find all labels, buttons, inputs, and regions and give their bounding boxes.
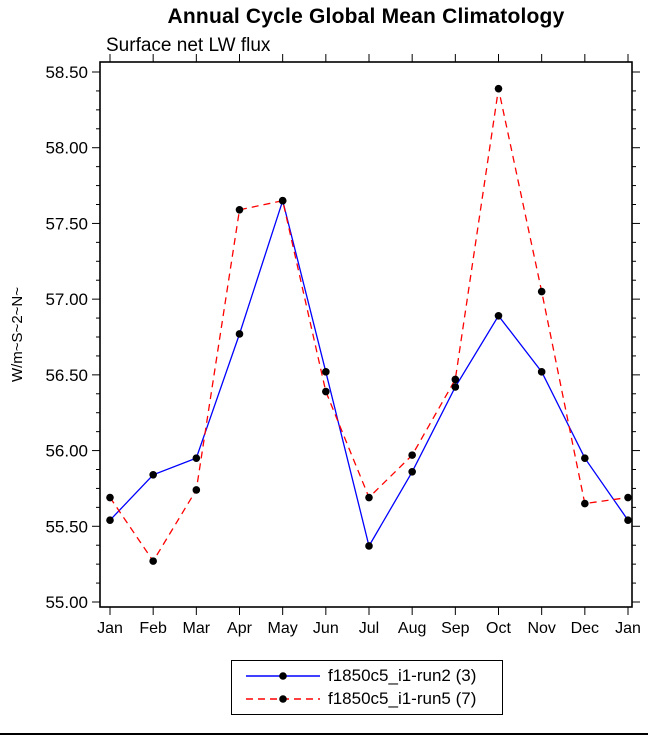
x-tick-label: Apr (227, 620, 253, 637)
x-tick-label: Mar (183, 620, 211, 637)
legend-sample-run2 (246, 672, 320, 680)
legend-marker-circle (279, 672, 287, 680)
legend-sample-run5 (246, 695, 320, 703)
series-1-marker (149, 557, 157, 565)
bottom-rule (0, 733, 648, 735)
series-0-marker (408, 467, 416, 476)
series-0-marker (451, 383, 460, 391)
series-0-marker (106, 516, 114, 525)
series-1-marker (365, 493, 373, 502)
legend-row-run2: f1850c5_i1-run2 (3) (244, 666, 476, 686)
series-1-marker (537, 287, 546, 296)
legend-label-run5: f1850c5_i1-run5 (7) (328, 689, 477, 708)
series-1-marker (322, 387, 330, 396)
legend-row-run5: f1850c5_i1-run5 (7) (244, 689, 476, 709)
series-1-marker (494, 84, 503, 93)
x-tick-label: Oct (486, 620, 511, 637)
y-tick-label: 58.50 (45, 63, 88, 82)
x-tick-label: Sep (441, 620, 470, 637)
x-tick-label: Jan (97, 620, 123, 637)
series-0-marker (537, 368, 546, 376)
series-0-marker (624, 516, 632, 525)
x-tick-label: Nov (527, 620, 555, 637)
x-tick-label: Jun (313, 620, 339, 637)
series-0-marker (235, 330, 244, 338)
series-0-marker (581, 454, 589, 462)
y-tick-label: 55.00 (45, 593, 88, 612)
x-tick-label: Aug (398, 620, 426, 637)
series-1-marker (451, 375, 460, 384)
y-tick-label: 57.00 (45, 290, 88, 309)
series-1-marker (408, 451, 416, 459)
x-tick-label: Jul (359, 620, 379, 637)
legend-marker-circle (279, 695, 287, 703)
series-0-marker (149, 471, 157, 479)
series-1-marker (581, 499, 589, 508)
y-tick-label: 56.00 (45, 442, 88, 461)
series-1-marker (624, 493, 632, 502)
series-1-marker (235, 206, 244, 214)
legend-box: f1850c5_i1-run2 (3) f1850c5_i1-run5 (7) (231, 660, 504, 715)
axis-ticks (92, 54, 640, 615)
legend-label-run2: f1850c5_i1-run2 (3) (328, 666, 477, 685)
y-tick-label: 57.50 (45, 214, 88, 233)
plot-frame (99, 61, 633, 608)
series-1-marker (106, 493, 114, 502)
y-tick-label: 56.50 (45, 366, 88, 385)
series-1-marker (192, 486, 201, 494)
x-tick-label: May (268, 620, 298, 637)
series-0-marker (365, 542, 373, 550)
y-tick-label: 55.50 (45, 517, 88, 536)
chart-title: Annual Cycle Global Mean Climatology (167, 5, 565, 28)
x-tick-label: Dec (571, 620, 599, 637)
series-0-marker (494, 312, 503, 320)
x-tick-label: Jan (615, 620, 641, 637)
series-0-marker (192, 454, 201, 462)
series-line-1 (109, 88, 629, 563)
y-tick-label: 58.00 (45, 139, 88, 158)
x-tick-label: Feb (139, 620, 167, 637)
series-0-marker (322, 368, 330, 376)
chart-subtitle: Surface net LW flux (106, 35, 271, 56)
series-1-marker (278, 196, 287, 205)
